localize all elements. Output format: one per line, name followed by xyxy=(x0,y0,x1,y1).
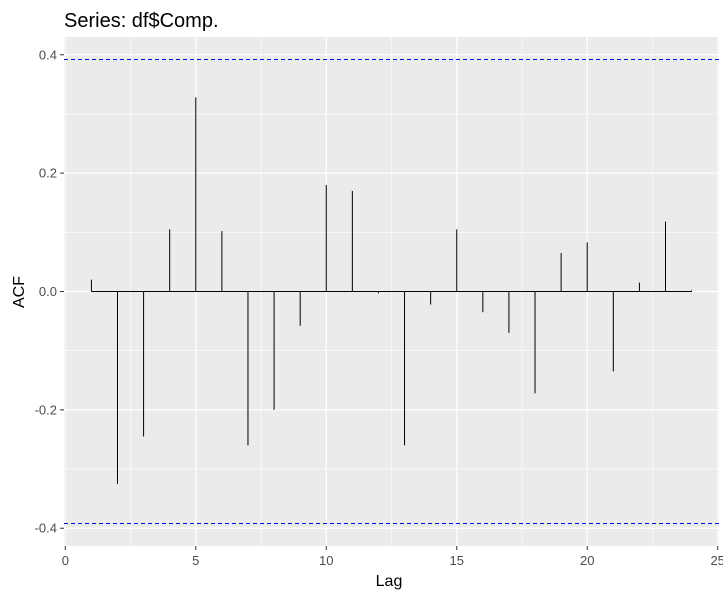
x-tick-label: 0 xyxy=(62,553,69,568)
x-tick-label: 25 xyxy=(710,553,723,568)
chart-title: Series: df$Comp. xyxy=(64,10,219,32)
x-tick-label: 10 xyxy=(319,553,333,568)
y-tick-label: 0.4 xyxy=(39,47,57,62)
y-tick-label: 0.2 xyxy=(39,166,57,181)
y-tick-label: 0.0 xyxy=(39,284,57,299)
x-axis: 0 5 10 15 20 25 xyxy=(62,546,723,568)
x-tick-label: 5 xyxy=(192,553,199,568)
y-axis-title: ACF xyxy=(11,276,28,308)
x-axis-title: Lag xyxy=(376,573,403,590)
y-tick-label: -0.4 xyxy=(35,521,57,536)
x-tick-label: 15 xyxy=(450,553,464,568)
y-axis: 0.4 0.2 0.0 -0.2 -0.4 xyxy=(35,47,64,536)
acf-bars xyxy=(90,97,693,484)
y-tick-label: -0.2 xyxy=(35,402,57,417)
x-tick-label: 20 xyxy=(580,553,594,568)
